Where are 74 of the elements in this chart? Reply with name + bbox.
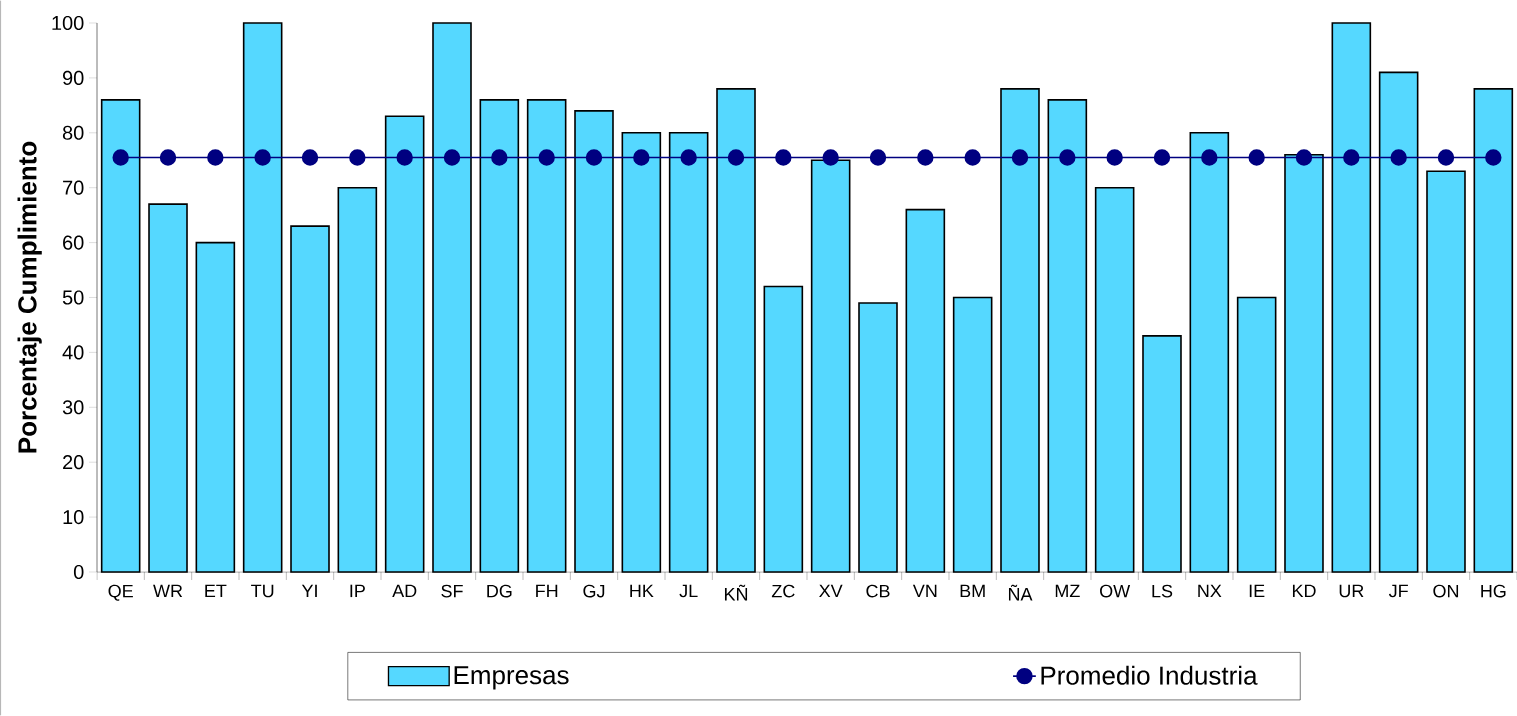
x-tick-label: JF [1388, 584, 1408, 598]
x-tick-label: SF [441, 584, 463, 598]
bar [1142, 335, 1182, 573]
x-tick-label: UR [1339, 584, 1364, 598]
x-tick-label: TU [251, 584, 274, 598]
x-tick-label: FH [536, 584, 558, 598]
bar [574, 110, 614, 573]
bar [479, 99, 520, 573]
x-tick-label: JL [679, 584, 698, 598]
x-tick-label: KÑ [724, 584, 748, 601]
bar [952, 296, 993, 573]
bar [1473, 88, 1514, 573]
bar [1000, 88, 1040, 573]
bar [1426, 170, 1466, 573]
bar [290, 225, 330, 573]
x-tick-label: ZC [771, 584, 795, 598]
x-tick-label: ÑA [1008, 584, 1033, 601]
bar [148, 203, 188, 573]
x-tick-label: HK [630, 584, 654, 598]
x-tick-label: IP [350, 584, 365, 598]
bar [716, 88, 756, 573]
x-tick-label: XV [819, 584, 843, 598]
bar [1047, 99, 1088, 573]
x-tick-label: KD [1292, 584, 1316, 598]
bar [858, 302, 898, 573]
x-tick-label: WR [153, 584, 183, 598]
y-tick-label: 50 [62, 290, 84, 305]
x-tick-label: HG [1481, 584, 1506, 598]
y-tick-label: 70 [63, 180, 84, 195]
bar [526, 99, 567, 573]
x-tick-label: OW [1100, 584, 1131, 598]
bar [432, 22, 472, 573]
x-tick-label: NX [1198, 584, 1222, 598]
x-tick-label: CB [866, 584, 890, 598]
bar [1189, 131, 1230, 573]
bar [1094, 186, 1135, 573]
bar [100, 99, 141, 573]
y-tick-label: 30 [62, 400, 84, 415]
x-tick-label: YI [301, 584, 317, 598]
y-tick-label: 60 [63, 235, 84, 250]
y-tick-label: 100 [52, 15, 84, 31]
y-tick-label: 80 [62, 125, 84, 140]
x-tick-label: IE [1249, 584, 1265, 598]
y-tick-label: 40 [62, 345, 84, 360]
y-tick-label: 90 [62, 70, 84, 85]
legend-label: Promedio Industria [1041, 665, 1258, 685]
y-tick-label: 10 [63, 510, 84, 525]
x-tick-label: AD [392, 584, 417, 598]
bar [621, 131, 662, 573]
y-axis-title: Porcentaje Cumplimiento [17, 141, 42, 453]
bar [337, 186, 378, 573]
bar [1236, 296, 1277, 573]
x-tick-label: BM [960, 584, 985, 598]
bar [905, 208, 946, 573]
x-tick-label: ET [205, 584, 227, 598]
bar [763, 285, 804, 573]
y-tick-label: 20 [63, 455, 84, 470]
x-tick-label: MZ [1055, 584, 1080, 598]
x-tick-label: LS [1152, 584, 1173, 598]
bar [242, 22, 283, 573]
x-tick-label: ON [1433, 584, 1459, 598]
bar [668, 131, 709, 573]
bar [195, 241, 236, 573]
bar [384, 115, 425, 573]
y-tick-label: 0 [73, 564, 84, 580]
x-tick-label: VN [912, 584, 937, 598]
x-tick-label: GJ [583, 584, 605, 598]
legend-label: Empresas [454, 666, 569, 690]
bar [1284, 153, 1324, 573]
bar [810, 159, 851, 573]
bar [1331, 22, 1372, 573]
x-tick-label: QE [108, 584, 133, 601]
bar [1378, 71, 1419, 573]
x-tick-label: DG [487, 584, 512, 598]
